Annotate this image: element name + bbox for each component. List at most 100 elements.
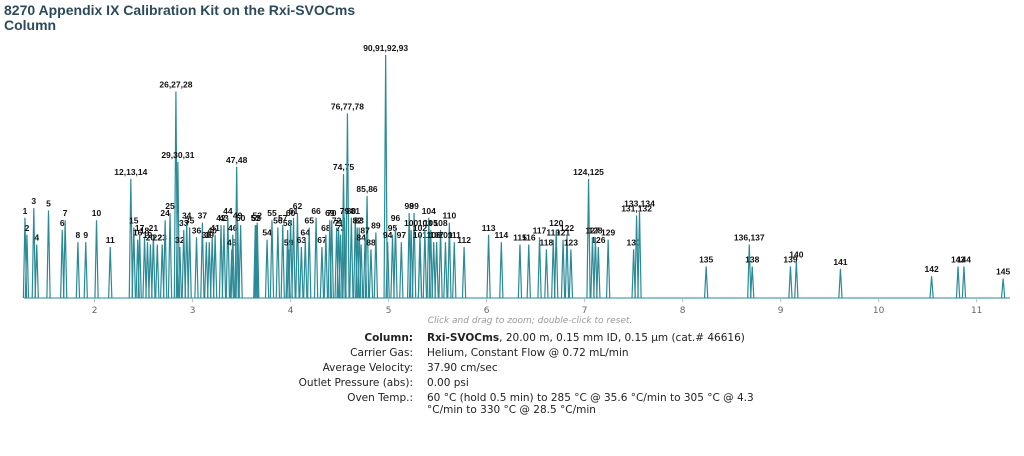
peak xyxy=(207,242,212,299)
peak xyxy=(544,249,549,299)
x-tick-label: 7 xyxy=(582,306,588,316)
peak-label: 68 xyxy=(321,223,331,233)
peak-label: 26,27,28 xyxy=(159,79,192,89)
peak-label: 5 xyxy=(46,199,51,209)
peak xyxy=(194,237,199,299)
chart-title: 8270 Appendix IX Calibration Kit on the … xyxy=(4,2,356,33)
peak xyxy=(564,234,570,299)
peak xyxy=(358,244,364,299)
peak-label: 25 xyxy=(165,201,175,211)
peak xyxy=(184,222,189,299)
peak-label: 144 xyxy=(957,254,971,264)
peak-label: 71 xyxy=(334,218,344,228)
peak-label: 122 xyxy=(560,223,574,233)
peak xyxy=(319,246,325,299)
peak xyxy=(554,229,559,299)
peak-label: 110 xyxy=(443,211,457,221)
peak xyxy=(1000,278,1006,299)
x-tick-label: 5 xyxy=(386,306,392,316)
peak-label: 23 xyxy=(157,233,167,243)
peak-label: 53 xyxy=(252,213,262,223)
info-value: Rxi-SVOCms, 20.00 m, 0.15 mm ID, 0.15 µm… xyxy=(427,332,767,344)
x-tick-label: 3 xyxy=(190,306,196,316)
peak xyxy=(83,242,88,299)
peak xyxy=(229,249,234,299)
peak xyxy=(373,232,379,299)
peak-label: 136,137 xyxy=(734,233,765,243)
peak xyxy=(342,217,347,299)
peak-label: 51 xyxy=(251,213,261,223)
peak-label: 139 xyxy=(783,254,797,264)
peak xyxy=(221,225,227,299)
peak-label: 61 xyxy=(289,206,299,216)
peak xyxy=(151,234,156,299)
peak-label: 54 xyxy=(262,228,272,238)
peak-label: 59 xyxy=(284,237,294,247)
peak xyxy=(295,212,300,299)
peak-label: 143 xyxy=(951,254,965,264)
info-label: Average Velocity: xyxy=(322,362,413,374)
peak xyxy=(568,249,574,299)
peak-label: 49 xyxy=(233,211,243,221)
peak-label: 10 xyxy=(92,208,102,218)
peak-label: 57 xyxy=(278,213,288,223)
peak xyxy=(209,237,215,299)
peak-label: 130 xyxy=(627,237,641,247)
peak-label: 2 xyxy=(25,223,30,233)
x-tick-label: 4 xyxy=(288,306,294,316)
peak-label: 100 xyxy=(404,218,418,228)
peak-label: 127 xyxy=(585,225,599,235)
peak-label: 76,77,78 xyxy=(331,101,364,111)
peak xyxy=(218,225,224,299)
peak xyxy=(750,266,755,299)
info-label: Carrier Gas: xyxy=(350,347,413,359)
peak xyxy=(307,227,312,299)
peak xyxy=(264,239,270,299)
peak-label: 37 xyxy=(198,211,208,221)
peak-label: 6 xyxy=(60,218,65,228)
peak-label: 42 xyxy=(216,213,226,223)
peak-label: 55 xyxy=(267,208,277,218)
x-tick-label: 10 xyxy=(873,306,885,316)
peak-label: 24 xyxy=(160,208,170,218)
peak-label: 56 xyxy=(273,216,283,226)
peak xyxy=(62,220,68,299)
peak xyxy=(637,210,642,299)
peak xyxy=(108,246,113,299)
peak-label: 66 xyxy=(311,206,321,216)
peak-label: 18 xyxy=(140,225,150,235)
peak-label: 128 xyxy=(588,225,602,235)
peak xyxy=(280,225,285,299)
peak xyxy=(291,217,296,299)
peak xyxy=(368,249,374,299)
peak xyxy=(230,234,235,299)
peak-label: 99 xyxy=(409,201,419,211)
peak xyxy=(46,210,51,299)
peak-label: 7 xyxy=(63,208,68,218)
peak xyxy=(560,239,566,299)
peak-label: 62 xyxy=(293,201,303,211)
peak xyxy=(299,246,304,299)
peak xyxy=(703,266,709,299)
peak xyxy=(349,217,354,299)
peak-label: 20 xyxy=(146,233,156,243)
info-value: 60 °C (hold 0.5 min) to 285 °C @ 35.6 °C… xyxy=(427,392,767,416)
peak-label: 119 xyxy=(546,228,560,238)
peak-label: 126 xyxy=(591,235,605,245)
info-text: , 20.00 m, 0.15 mm ID, 0.15 µm (cat.# 46… xyxy=(499,332,745,344)
peak-label: 106 xyxy=(427,230,441,240)
peak-label: 113 xyxy=(482,223,496,233)
peak xyxy=(586,178,591,299)
peak xyxy=(255,222,260,299)
peak-label: 46 xyxy=(228,223,238,233)
peak-label: 102 xyxy=(413,223,427,233)
peak xyxy=(200,222,205,299)
info-value: 37.90 cm/sec xyxy=(427,362,767,374)
peak xyxy=(929,276,934,299)
peak-label: 95 xyxy=(388,223,398,233)
peak-label: 133,134 xyxy=(624,199,655,209)
peak xyxy=(60,229,65,299)
peak-label: 72 xyxy=(332,216,342,226)
peak-label: 123 xyxy=(564,237,578,247)
